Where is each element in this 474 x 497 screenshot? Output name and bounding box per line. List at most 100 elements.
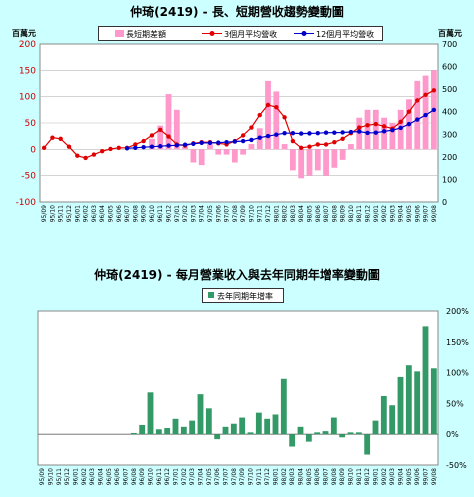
chart1-point-3m xyxy=(133,142,138,147)
chart2-x-tick: 96/09 xyxy=(139,468,146,485)
chart1-x-tick: 97/11 xyxy=(257,205,264,222)
chart2-bar xyxy=(230,423,237,435)
chart1-point-3m xyxy=(298,145,304,151)
chart2-right-tick: 0% xyxy=(446,430,459,439)
chart1-x-tick: 95/10 xyxy=(49,205,56,222)
chart1-bar xyxy=(281,144,288,150)
chart1-x-tick: 97/03 xyxy=(190,205,197,222)
chart2-bar xyxy=(322,431,329,435)
chart2-bar xyxy=(130,432,137,435)
chart1-point-12m xyxy=(307,131,312,136)
chart2-bar xyxy=(272,414,279,435)
chart1-point-3m xyxy=(166,134,171,139)
chart2-x-tick: 98/06 xyxy=(314,468,321,485)
chart1-point-12m xyxy=(373,130,379,135)
chart2-x-tick: 97/01 xyxy=(173,468,180,485)
chart1-x-tick: 99/08 xyxy=(431,205,438,222)
chart1-x-tick: 96/01 xyxy=(74,205,81,222)
chart2-bar xyxy=(155,429,162,435)
chart1-bar xyxy=(339,149,346,160)
chart2-x-tick: 98/02 xyxy=(281,468,288,485)
chart1-point-12m xyxy=(149,144,155,149)
chart1-point-12m xyxy=(390,128,395,133)
chart2-bar xyxy=(139,424,146,435)
long-short-term-revenue-chart: 仲琦(2419) - 長、短期營收趨勢變動圖 百萬元 百萬元 長短期差額 3個月… xyxy=(0,0,474,246)
chart2-x-tick: 97/11 xyxy=(256,468,263,485)
chart1-point-3m xyxy=(381,124,387,129)
chart1-point-12m xyxy=(431,107,437,113)
chart1-left-tick: 200 xyxy=(19,40,36,50)
chart1-x-tick: 96/09 xyxy=(141,205,148,222)
legend-swatch-yoy xyxy=(208,292,214,298)
chart1-point-12m xyxy=(398,125,403,131)
chart1-point-3m xyxy=(431,88,437,93)
chart2-bar xyxy=(355,432,362,435)
chart2-x-tick: 97/04 xyxy=(198,468,205,485)
chart2-x-tick: 96/06 xyxy=(114,468,121,485)
chart1-point-3m xyxy=(274,105,279,110)
chart2-bar xyxy=(205,408,212,435)
chart1-x-tick: 96/04 xyxy=(99,205,106,222)
chart1-point-12m xyxy=(290,130,296,136)
chart1-bar xyxy=(273,91,280,150)
chart1-point-3m xyxy=(66,144,72,149)
chart2-right-tick: 150% xyxy=(446,338,469,347)
chart2-x-tick: 97/10 xyxy=(248,468,255,485)
chart1-x-tick: 96/07 xyxy=(124,205,131,222)
chart1-x-tick: 96/03 xyxy=(91,205,98,222)
chart1-point-3m xyxy=(406,109,412,114)
chart1-point-12m xyxy=(199,140,204,146)
chart2-x-tick: 97/02 xyxy=(181,468,188,485)
chart1-point-12m xyxy=(133,145,138,151)
chart1-bar xyxy=(389,123,396,150)
chart1-bar xyxy=(314,149,321,171)
chart1-point-3m xyxy=(398,119,403,125)
chart2-x-tick: 96/02 xyxy=(81,468,88,485)
legend-swatch-12m xyxy=(294,31,314,36)
chart1-point-12m xyxy=(340,130,345,135)
chart1-point-3m xyxy=(332,139,337,145)
chart1-point-12m xyxy=(332,130,337,135)
chart1-point-3m xyxy=(108,146,113,152)
chart1-x-tick: 98/08 xyxy=(331,205,338,222)
chart2-bar xyxy=(380,396,387,435)
chart1-point-12m xyxy=(224,139,229,145)
legend-label-12m: 12個月平均營收 xyxy=(316,30,375,39)
chart2-x-tick: 98/12 xyxy=(364,468,371,485)
chart1-bar xyxy=(364,109,371,150)
chart2-bar xyxy=(247,432,254,435)
chart1-x-tick: 97/07 xyxy=(224,205,231,222)
chart2-x-tick: 97/05 xyxy=(206,468,213,485)
chart1-x-tick: 98/04 xyxy=(298,205,305,222)
chart1-left-tick: -100 xyxy=(16,198,37,208)
chart2-x-tick: 97/12 xyxy=(264,468,271,485)
chart1-bar xyxy=(298,149,305,179)
chart1-point-3m xyxy=(141,138,146,144)
chart1-x-tick: 96/05 xyxy=(107,205,114,222)
chart1-x-tick: 98/03 xyxy=(290,205,297,222)
chart2-bar xyxy=(239,417,246,435)
chart1-x-tick: 98/02 xyxy=(282,205,289,222)
chart1-bar xyxy=(182,146,189,150)
chart1-point-3m xyxy=(116,145,121,151)
chart2-right-tick: 100% xyxy=(446,369,469,378)
chart1-bar xyxy=(414,80,421,150)
chart2-x-tick: 99/01 xyxy=(373,468,380,485)
chart2-right-tick: 50% xyxy=(446,399,464,408)
chart2-x-tick: 99/05 xyxy=(406,468,413,485)
chart1-bar xyxy=(223,149,230,155)
chart1-point-3m xyxy=(83,155,88,161)
chart1-x-tick: 98/11 xyxy=(356,205,363,222)
legend-swatch-bar xyxy=(115,30,124,37)
chart1-bar xyxy=(215,149,222,155)
chart1-left-tick: 150 xyxy=(19,66,36,76)
chart1-x-tick: 99/01 xyxy=(373,205,380,222)
chart2-bar xyxy=(364,434,371,455)
chart2-x-tick: 96/05 xyxy=(106,468,113,485)
chart2-bar xyxy=(180,426,187,435)
chart2-x-tick: 95/10 xyxy=(48,468,55,485)
chart2-x-tick: 98/09 xyxy=(339,468,346,485)
chart1-point-3m xyxy=(249,125,254,130)
chart1-x-tick: 96/11 xyxy=(157,205,164,222)
chart2-x-tick: 98/08 xyxy=(331,468,338,485)
